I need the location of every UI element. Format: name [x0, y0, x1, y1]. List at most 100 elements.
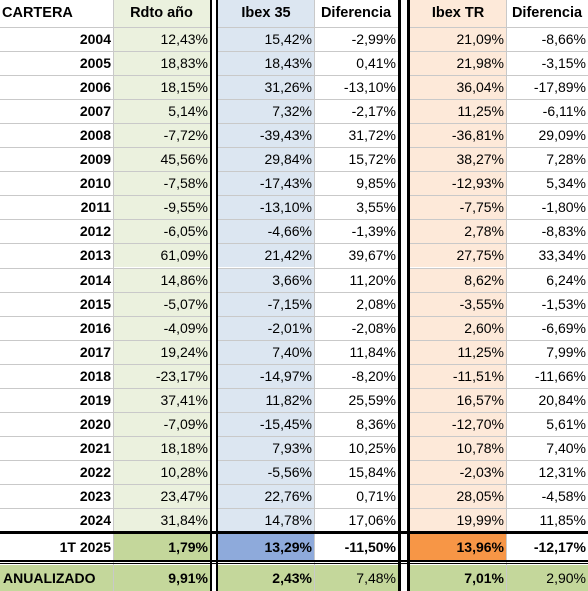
cell-diferencia-2: 12,31% — [538, 463, 586, 480]
row-divider — [0, 27, 588, 28]
header-diferencia-2: Diferencia — [511, 5, 583, 21]
separator-gap-1 — [212, 0, 216, 591]
cell-ibex35: 15,42% — [218, 27, 314, 52]
cell-ibex35: -15,45% — [218, 411, 314, 436]
cell-diferencia-1: 0,71% — [356, 487, 396, 504]
cell-diferencia-1: 17,06% — [348, 512, 396, 528]
cell-ibextr: 27,75% — [410, 243, 506, 268]
rule-above-q1 — [0, 531, 588, 534]
cell-diferencia-2: 29,09% — [538, 127, 586, 144]
cell-ibextr: 38,27% — [410, 147, 506, 172]
cell-diferencia-1: -2,08% — [351, 319, 396, 336]
cell-diferencia-2: 7,28% — [546, 151, 586, 168]
cell-ibextr: -7,75% — [410, 195, 506, 220]
cell-diferencia-1: 0,41% — [356, 55, 396, 72]
cell-ibextr: -3,55% — [410, 291, 506, 316]
cell-diferencia-2: 20,84% — [538, 391, 586, 408]
cell-rdto: -7,58% — [113, 171, 210, 196]
table-row-year: 2014 — [79, 271, 111, 288]
cell-ibex35: -17,43% — [218, 171, 314, 196]
q1-label: 1T 2025 — [59, 539, 111, 555]
column-divider — [113, 0, 114, 591]
cell-ibex35: 7,32% — [218, 99, 314, 124]
cell-diferencia-1: 15,84% — [348, 463, 396, 480]
table-row-year: 2004 — [79, 31, 111, 47]
cell-diferencia-1: -8,20% — [351, 367, 396, 384]
cell-diferencia-2: 7,40% — [546, 439, 586, 456]
cell-ibextr: 21,98% — [410, 51, 506, 76]
cell-diferencia-1: -2,99% — [351, 31, 396, 47]
separator-gap-2 — [401, 0, 407, 591]
table-row-year: 2021 — [79, 439, 111, 456]
cell-ibextr: -2,03% — [410, 459, 506, 484]
table-row-year: 2009 — [79, 151, 111, 168]
cell-ibextr: 36,04% — [410, 75, 506, 100]
table-row-year: 2011 — [80, 199, 111, 216]
cell-ibex35: 29,84% — [218, 147, 314, 172]
cell-rdto: 23,47% — [113, 483, 210, 508]
row-divider — [0, 484, 588, 485]
cell-rdto: -23,17% — [113, 363, 210, 388]
table-row-year: 2017 — [79, 343, 111, 360]
cell-diferencia-1: 2,08% — [356, 295, 396, 312]
cell-rdto: 37,41% — [113, 387, 210, 412]
cell-diferencia-2: -6,69% — [541, 319, 586, 336]
cell-diferencia-1: 3,55% — [356, 199, 396, 216]
cell-ibextr: -36,81% — [410, 123, 506, 148]
cell-ibex35: 22,76% — [218, 483, 314, 508]
cell-rdto: 31,84% — [113, 508, 210, 533]
row-divider — [0, 51, 588, 52]
cell-diferencia-1: 10,25% — [348, 439, 396, 456]
cell-ibex35: -13,10% — [218, 195, 314, 220]
cell-ibextr: 19,99% — [410, 508, 506, 533]
cell-rdto: 45,56% — [113, 147, 210, 172]
cell-diferencia-1: 39,67% — [348, 247, 396, 264]
cell-ibextr: 11,25% — [410, 339, 506, 364]
header-rdto: Rdto año — [113, 0, 210, 27]
cell-diferencia-2: 5,61% — [546, 415, 586, 432]
annual-rdto: 9,91% — [113, 565, 210, 591]
cell-ibex35: -7,15% — [218, 291, 314, 316]
cell-ibex35: 3,66% — [218, 267, 314, 292]
row-divider — [0, 388, 588, 389]
cell-rdto: 12,43% — [113, 27, 210, 52]
cell-diferencia-2: -4,58% — [541, 487, 586, 504]
q1-ibextr: 13,96% — [410, 534, 506, 560]
cell-diferencia-2: 6,24% — [546, 271, 586, 288]
cell-rdto: -9,55% — [113, 195, 210, 220]
row-divider — [0, 99, 588, 100]
annual-label: ANUALIZADO — [0, 565, 113, 591]
cell-ibex35: -2,01% — [218, 315, 314, 340]
table-row-year: 2022 — [79, 463, 111, 480]
cell-ibex35: 18,43% — [218, 51, 314, 76]
annual-ibextr: 7,01% — [410, 565, 506, 591]
cell-diferencia-1: 11,84% — [349, 343, 396, 360]
row-divider — [0, 436, 588, 437]
cell-ibextr: 28,05% — [410, 483, 506, 508]
cell-rdto: 18,18% — [113, 435, 210, 460]
cell-diferencia-1: 11,20% — [349, 271, 396, 288]
cell-ibextr: 2,60% — [410, 315, 506, 340]
q1-diferencia-2: -12,17% — [533, 539, 586, 555]
table-row-year: 2013 — [79, 247, 111, 264]
cell-diferencia-1: -1,39% — [351, 223, 396, 240]
cell-rdto: 18,83% — [113, 51, 210, 76]
rule-above-annual — [0, 560, 588, 562]
cell-ibex35: 7,40% — [218, 339, 314, 364]
table-row-year: 2020 — [79, 415, 111, 432]
cell-diferencia-1: 15,72% — [348, 151, 396, 168]
cell-diferencia-2: -8,66% — [541, 31, 586, 47]
cell-ibextr: 8,62% — [410, 267, 506, 292]
cell-rdto: -5,07% — [113, 291, 210, 316]
cell-ibextr: 11,25% — [410, 99, 506, 124]
cell-diferencia-2: -17,89% — [533, 79, 586, 96]
header-ibextr: Ibex TR — [410, 0, 506, 27]
row-divider — [0, 243, 588, 244]
cell-rdto: 61,09% — [113, 243, 210, 268]
cell-diferencia-2: 7,99% — [546, 343, 586, 360]
table-row-year: 2007 — [79, 103, 111, 120]
cell-rdto: -4,09% — [113, 315, 210, 340]
table-row-year: 2024 — [79, 512, 111, 528]
cell-diferencia-1: 31,72% — [348, 127, 396, 144]
table-row-year: 2006 — [79, 79, 111, 96]
